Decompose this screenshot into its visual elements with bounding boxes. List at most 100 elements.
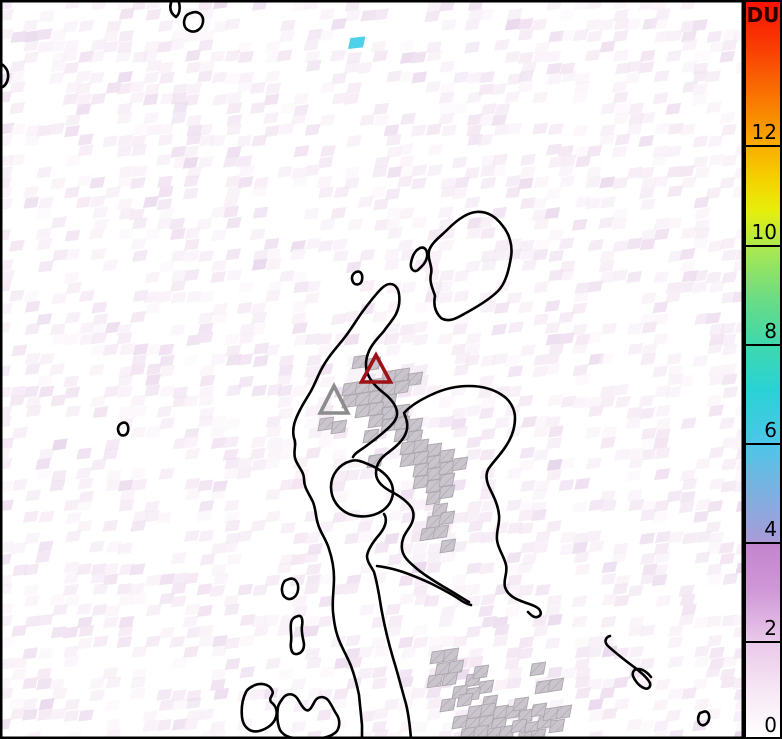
noise-cell [706,563,723,576]
noise-cell [226,91,243,104]
noise-cell [575,687,591,700]
noise-cell [38,352,55,366]
noise-cell [479,448,496,461]
hatch-cell-lines [440,698,456,712]
noise-cell [23,30,40,43]
noise-cell [521,259,538,272]
noise-cell [680,0,696,11]
noise-cell [546,613,563,626]
noise-cell [694,457,711,470]
noise-cell [733,647,744,660]
noise-cell [306,687,323,700]
noise-cell [225,146,242,159]
noise-cell [224,658,241,671]
noise-cell [182,156,199,169]
noise-cell [0,718,12,730]
noise-cell [226,384,242,397]
colorbar-tick-label: 4 [764,517,777,541]
noise-cell [600,572,617,585]
noise-cell [105,676,122,689]
noise-cell [209,678,226,691]
noise-cell [678,375,695,388]
noise-cell [480,396,497,409]
noise-cell [612,269,629,282]
noise-cell [681,687,698,700]
noise-cell [170,145,187,158]
noise-cell [440,550,457,563]
noise-cell [612,240,629,253]
noise-cell [652,365,669,378]
noise-cell [184,227,201,240]
noise-cell [263,237,280,250]
noise-cell [239,634,256,647]
noise-cell [264,40,281,53]
noise-cell [681,478,698,491]
noise-cell [545,187,562,200]
noise-cell [0,480,14,493]
noise-cell [467,520,484,533]
noise-cell [172,101,189,114]
noise-cell [479,71,496,84]
noise-cell [251,458,268,471]
noise-cell [35,457,52,470]
noise-cell [518,636,535,649]
noise-cell [145,227,161,240]
noise-cell [706,271,722,284]
noise-cell [387,614,404,627]
noise-cell [383,124,400,137]
noise-cell [303,207,320,220]
noise-cell [344,532,360,545]
noise-cell [11,668,28,681]
noise-cell [384,247,400,261]
data-pixel [348,36,366,49]
noise-cell [679,123,696,136]
noise-cell [252,355,269,368]
coastline-path [350,270,364,286]
noise-cell [77,637,94,650]
noise-cell [439,227,456,240]
noise-cell [157,61,174,74]
noise-cell [398,207,415,220]
noise-cell [0,447,11,459]
noise-cell [78,19,95,32]
noise-cell [561,70,578,83]
coastline-path [169,0,181,19]
noise-cell [652,92,669,105]
noise-cell [117,197,133,210]
noise-cell [65,530,82,543]
noise-cell [678,584,695,597]
noise-cell [22,510,39,523]
hatch-cell-lines [435,662,451,676]
noise-cell [654,8,671,21]
noise-cell [397,143,414,156]
noise-cell [37,708,53,721]
noise-cell [668,531,684,544]
noise-cell [37,540,54,553]
noise-cell [587,678,604,691]
noise-cell [628,499,645,512]
noise-cell [546,143,562,156]
noise-cell [145,574,162,587]
noise-cell [453,363,470,376]
noise-cell [24,363,41,376]
noise-cell [585,197,602,210]
noise-cell [533,480,550,493]
noise-cell [722,28,739,41]
noise-cell [277,395,293,408]
noise-cell [571,91,588,104]
noise-cell [198,529,215,542]
noise-cell [440,635,457,648]
noise-cell [25,489,42,502]
noise-cell [612,29,629,42]
noise-cell [130,467,146,480]
noise-cell [330,49,346,62]
noise-cell [722,572,739,585]
noise-cell [708,153,725,166]
noise-cell [732,677,744,689]
noise-cell [38,698,55,711]
noise-cell [626,237,643,250]
hatch-cell-lines [548,678,564,692]
noise-cell [116,112,133,125]
noise-cell [63,39,80,52]
noise-cell [705,186,722,199]
